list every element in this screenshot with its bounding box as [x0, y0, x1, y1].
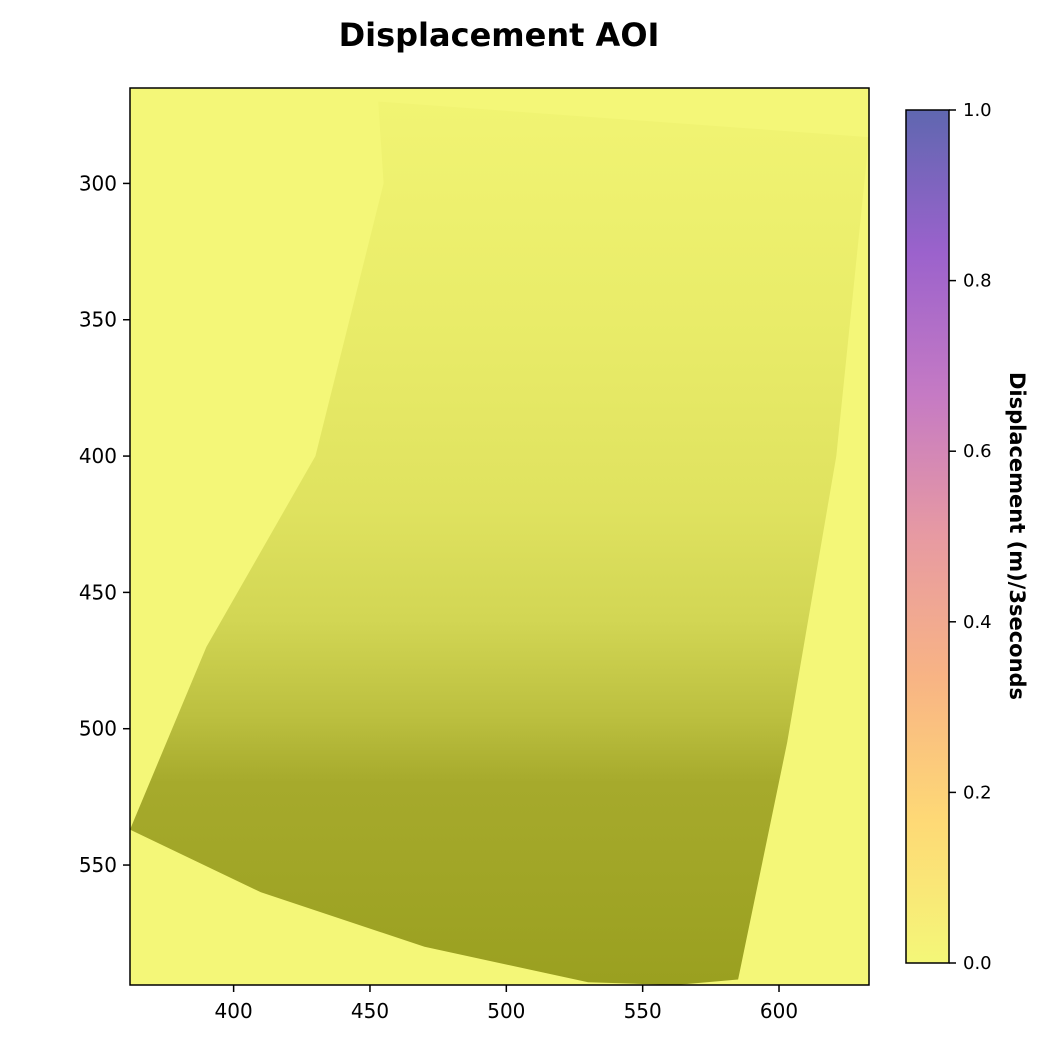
plot-frame	[129, 87, 870, 986]
colorbar-tick-label: 0.2	[963, 782, 992, 803]
chart-title: Displacement AOI	[339, 16, 660, 54]
y-axis: 300 350 400 450 500 550	[79, 171, 130, 877]
x-tick-label: 450	[351, 999, 389, 1023]
colorbar-ticks: 0.0 0.2 0.4 0.6 0.8 1.0	[949, 100, 992, 974]
y-tick-label: 300	[79, 171, 117, 195]
y-tick-label: 450	[79, 580, 117, 604]
displacement-swath	[130, 101, 869, 985]
plot-area	[129, 87, 870, 986]
y-tick-label: 500	[79, 717, 117, 741]
colorbar-label: Displacement (m)/3seconds	[1005, 372, 1029, 700]
colorbar-gradient	[906, 110, 949, 963]
colorbar: 0.0 0.2 0.4 0.6 0.8 1.0 Displacement (m)/3sec…	[905, 100, 1029, 974]
x-tick-label: 600	[760, 999, 798, 1023]
x-tick-label: 400	[215, 999, 253, 1023]
colorbar-tick-label: 0.6	[963, 441, 992, 462]
y-tick-label: 550	[79, 853, 117, 877]
colorbar-tick-label: 0.8	[963, 271, 992, 292]
colorbar-tick-label: 0.0	[963, 953, 992, 974]
x-axis: 400 450 500 550 600	[215, 985, 798, 1023]
x-tick-label: 500	[487, 999, 525, 1023]
colorbar-frame	[905, 109, 950, 964]
colorbar-tick-label: 1.0	[963, 100, 992, 121]
colorbar-tick-label: 0.4	[963, 612, 992, 633]
x-tick-label: 550	[624, 999, 662, 1023]
y-tick-label: 350	[79, 308, 117, 332]
y-tick-label: 400	[79, 444, 117, 468]
